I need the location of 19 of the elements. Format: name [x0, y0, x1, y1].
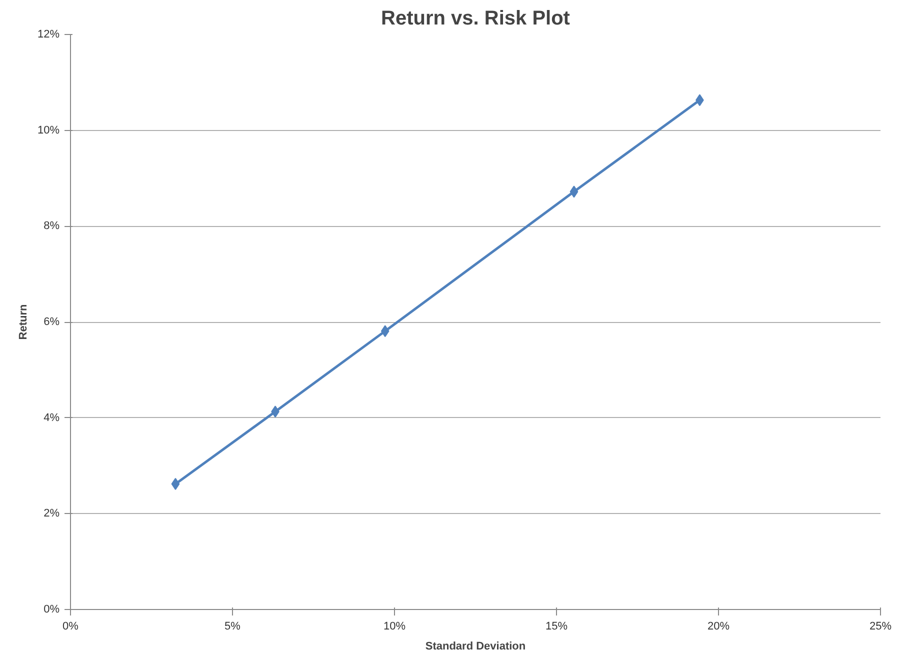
x-tick-label: 0%	[62, 620, 79, 632]
chart-title: Return vs. Risk Plot	[381, 8, 570, 30]
y-tick-label: 10%	[37, 124, 60, 136]
point	[570, 186, 578, 198]
y-tick-label: 0%	[44, 604, 60, 616]
point	[380, 325, 390, 338]
x-tick-label: 5%	[224, 620, 241, 632]
y-axis-title: Return	[17, 304, 30, 340]
y-tick-label: 12%	[37, 28, 60, 40]
point	[171, 478, 180, 490]
x-axis-title: Standard Deviation	[425, 640, 526, 652]
x-tick-label: 25%	[869, 620, 892, 632]
x-tick-label: 10%	[383, 620, 406, 632]
y-tick-label: 8%	[44, 220, 60, 232]
x-tick-label: 15%	[545, 620, 568, 632]
y-tick-label: 2%	[44, 508, 60, 520]
y-tick-label: 6%	[44, 316, 60, 328]
x-tick-label: 20%	[707, 620, 730, 632]
y-tick-label: 4%	[44, 412, 60, 424]
